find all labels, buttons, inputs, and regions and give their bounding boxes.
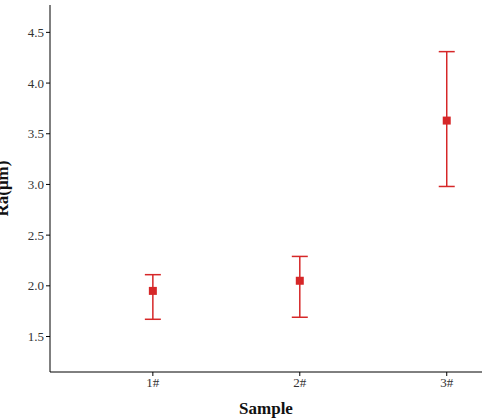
svg-text:Sample: Sample xyxy=(239,399,293,418)
svg-text:3.5: 3.5 xyxy=(28,126,44,141)
svg-text:Ra(μm): Ra(μm) xyxy=(8,161,12,217)
svg-text:2.5: 2.5 xyxy=(28,228,44,243)
svg-text:4.5: 4.5 xyxy=(28,25,44,40)
svg-text:3.0: 3.0 xyxy=(28,177,44,192)
svg-text:2.0: 2.0 xyxy=(28,278,44,293)
svg-text:4.0: 4.0 xyxy=(28,76,44,91)
svg-text:2#: 2# xyxy=(293,375,307,390)
svg-text:3#: 3# xyxy=(440,375,454,390)
svg-text:1.5: 1.5 xyxy=(28,329,44,344)
svg-text:1#: 1# xyxy=(146,375,160,390)
